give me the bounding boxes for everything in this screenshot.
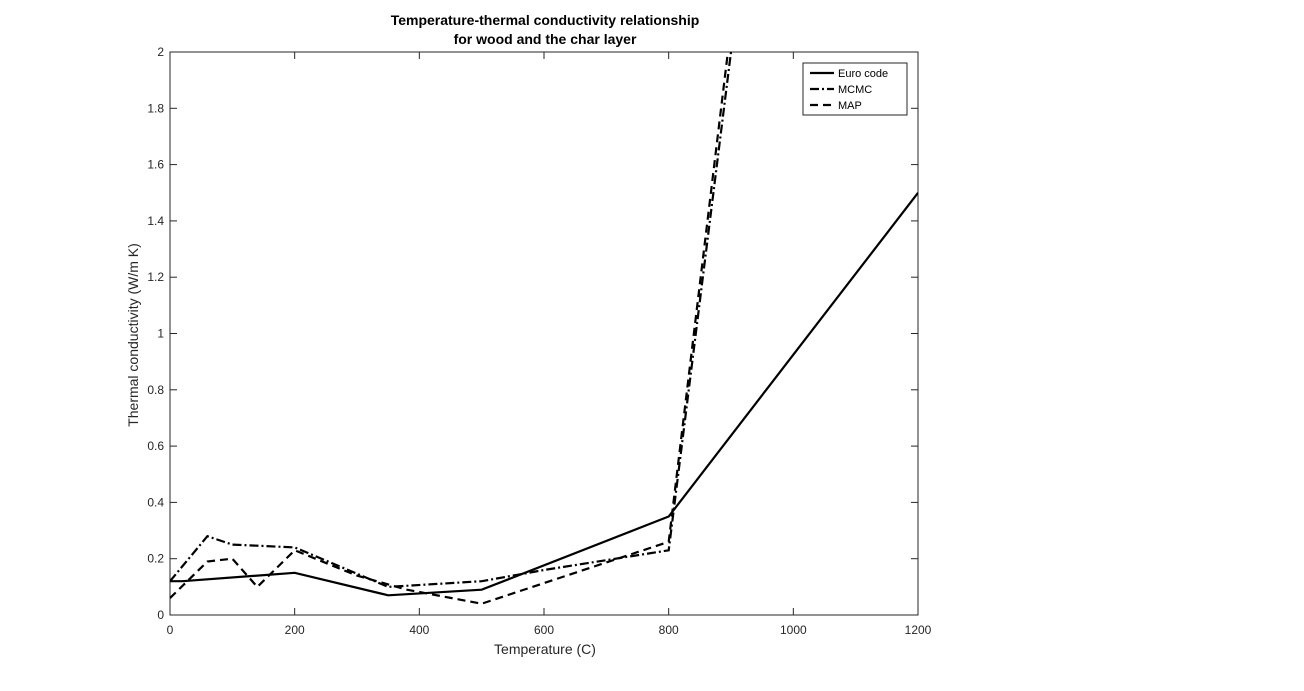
y-tick-label: 0.2 <box>147 552 164 566</box>
plot-area <box>169 51 919 616</box>
legend-entry-3: MAP <box>838 100 862 112</box>
y-tick-label: 0 <box>157 608 164 622</box>
ticks-layer: 0 200 400 600 800 1000 1200 0 0.2 0.4 0.6 0.8 1 1.2 1.… <box>147 45 931 637</box>
series-line-2 <box>170 52 733 589</box>
y-tick-label: 0.6 <box>147 439 164 453</box>
y-tick-label: 1.8 <box>147 101 164 115</box>
chart-title-line-1: Temperature-thermal conductivity relatio… <box>391 12 700 28</box>
chart-title-line-2: for wood and the char layer <box>454 31 637 47</box>
y-tick-label: 2 <box>157 45 164 59</box>
y-tick-label: 1.4 <box>147 214 164 228</box>
series-line-1 <box>170 192 918 597</box>
series-line-3 <box>170 52 729 605</box>
y-tick-label: 0.8 <box>147 383 164 397</box>
legend-box <box>802 62 908 116</box>
y-tick-label: 0.4 <box>147 495 164 509</box>
x-tick-label: 1200 <box>905 623 932 637</box>
x-tick-label: 600 <box>534 623 554 637</box>
axes-box <box>169 51 919 616</box>
y-tick-label: 1.6 <box>147 158 164 172</box>
x-tick-label: 1000 <box>780 623 807 637</box>
x-tick-label: 0 <box>167 623 174 637</box>
legend: Euro code MCMC MAP <box>802 62 908 116</box>
x-tick-label: 800 <box>659 623 679 637</box>
series-layer <box>170 52 918 605</box>
legend-entry-2: MCMC <box>838 84 872 96</box>
x-tick-label: 200 <box>285 623 305 637</box>
y-tick-label: 1.2 <box>147 270 164 284</box>
legend-entry-1: Euro code <box>838 68 888 80</box>
x-tick-label: 400 <box>409 623 429 637</box>
y-tick-label: 1 <box>157 327 164 341</box>
y-axis-label: Thermal conductivity (W/m K) <box>125 243 141 427</box>
x-axis-label: Temperature (C) <box>494 641 596 657</box>
